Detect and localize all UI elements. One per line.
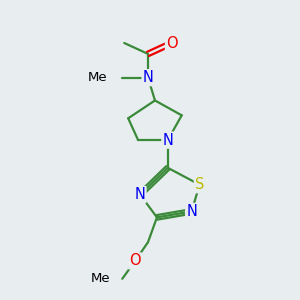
Text: N: N	[142, 70, 154, 85]
Text: S: S	[195, 177, 204, 192]
Text: Me: Me	[91, 272, 110, 285]
Text: Me: Me	[88, 71, 107, 84]
Text: N: N	[186, 204, 197, 219]
Text: N: N	[162, 133, 173, 148]
Text: O: O	[129, 254, 141, 268]
Text: O: O	[166, 35, 178, 50]
Text: N: N	[135, 187, 146, 202]
